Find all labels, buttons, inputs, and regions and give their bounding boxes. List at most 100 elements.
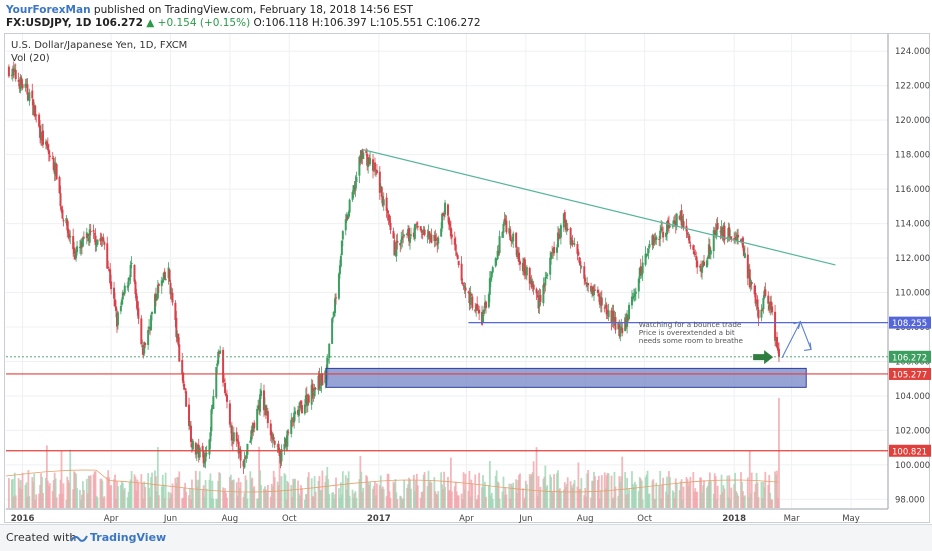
candle-body: [262, 390, 265, 411]
volume-bar: [346, 478, 349, 508]
candle-body: [584, 277, 587, 282]
volume-bar: [271, 486, 274, 508]
volume-bar: [455, 491, 458, 508]
volume-bar: [202, 485, 205, 508]
volume-bar: [318, 476, 321, 508]
candle-body: [504, 218, 507, 221]
volume-bar: [72, 489, 75, 508]
candle-body: [174, 302, 177, 320]
candle-body: [426, 235, 429, 237]
candle-body: [428, 231, 431, 239]
volume-bar: [624, 471, 627, 508]
volume-bar: [419, 497, 422, 508]
candle-body: [563, 212, 566, 221]
volume-bar: [482, 475, 484, 508]
volume-bar: [246, 498, 249, 508]
candle-body: [462, 285, 465, 287]
volume-bar: [119, 485, 122, 508]
volume-bar: [190, 499, 192, 508]
candle-body: [662, 231, 665, 238]
candle-body: [61, 209, 64, 219]
volume-bar: [516, 493, 518, 508]
candle-body: [776, 336, 779, 348]
candle-body: [184, 388, 187, 390]
candle-body: [156, 284, 159, 299]
candle-body: [494, 258, 497, 267]
candle-body: [646, 254, 649, 256]
candle-body: [437, 237, 440, 244]
candle-body: [478, 309, 481, 314]
candle-body: [225, 393, 228, 396]
volume-bar: [66, 476, 69, 508]
volume-bar: [442, 489, 445, 508]
volume-bar: [204, 479, 207, 508]
candle-body: [339, 256, 342, 267]
volume-bar: [435, 493, 438, 508]
candle-body: [760, 309, 763, 318]
candle-body: [544, 277, 547, 286]
volume-bar: [361, 491, 364, 508]
volume-bar: [542, 479, 545, 508]
volume-bar: [632, 484, 634, 508]
candle-body: [644, 253, 647, 265]
volume-bar: [266, 492, 268, 508]
candle-body: [102, 237, 105, 242]
candle-body: [730, 236, 733, 240]
candle-body: [120, 299, 123, 305]
candle-body: [449, 227, 452, 237]
volume-bar: [150, 477, 152, 508]
candle-body: [382, 199, 385, 206]
volume-bar: [640, 480, 643, 508]
volume-bar: [239, 482, 242, 508]
volume-bar: [222, 487, 224, 508]
candle-body: [444, 202, 447, 215]
volume-bar: [489, 495, 492, 508]
candle-body: [511, 241, 514, 243]
candle-body: [264, 405, 267, 416]
author-name[interactable]: YourForexMan: [6, 4, 91, 16]
candle-body: [163, 271, 166, 279]
volume-bar: [269, 496, 272, 508]
volume-bar: [128, 481, 131, 508]
candle-body: [489, 277, 492, 280]
volume-bar: [347, 471, 350, 508]
candle-body: [311, 383, 314, 392]
volume-bar: [471, 483, 474, 508]
volume-bar: [297, 480, 299, 508]
volume-bar: [266, 484, 269, 508]
candle-body: [198, 447, 201, 458]
candle-body: [210, 409, 213, 432]
candle-body: [72, 236, 75, 250]
volume-bar: [35, 494, 38, 508]
candle-body: [59, 193, 62, 207]
volume-bar: [721, 492, 724, 508]
volume-bar: [17, 478, 20, 508]
volume-bar: [108, 477, 111, 508]
volume-bar: [688, 482, 691, 508]
candle-body: [583, 266, 586, 279]
volume-bar: [74, 472, 77, 508]
volume-bar: [764, 471, 767, 508]
volume-bar: [695, 491, 698, 508]
volume-bar: [778, 398, 780, 508]
candle-body: [103, 242, 106, 245]
candle-body: [340, 240, 343, 255]
volume-bar: [388, 491, 391, 508]
y-tick-label: 120.000: [895, 116, 930, 126]
tradingview-brand[interactable]: TradingView: [90, 531, 167, 544]
volume-bar: [134, 476, 137, 508]
candle-body: [453, 238, 456, 245]
candle-body: [141, 345, 144, 348]
volume-bar: [259, 470, 261, 508]
candle-body: [607, 310, 610, 318]
x-tick-label: 2016: [11, 514, 35, 524]
candle-body: [331, 318, 334, 344]
candle-body: [726, 237, 729, 239]
volume-bar: [192, 489, 194, 508]
candle-body: [299, 400, 302, 405]
volume-bar: [313, 476, 316, 508]
volume-bar: [123, 488, 126, 508]
candle-body: [686, 232, 689, 235]
candle-body: [160, 280, 163, 287]
